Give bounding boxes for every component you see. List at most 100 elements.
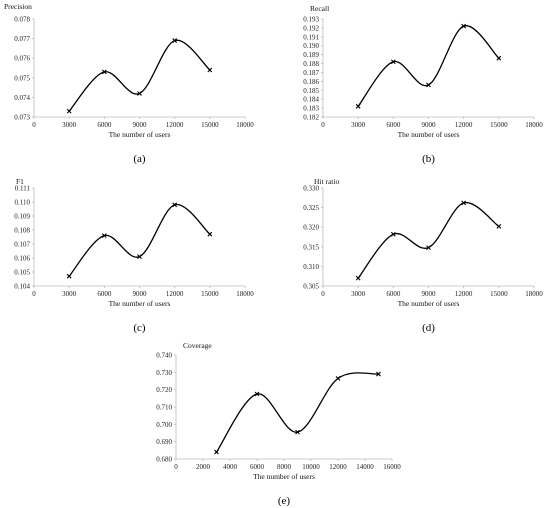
- panel-caption: (c): [133, 322, 146, 334]
- y-axis-title: Hit ratio: [314, 177, 339, 186]
- data-point-marker: [376, 371, 381, 377]
- x-tick-label: 0: [32, 121, 36, 129]
- x-axis-title: The number of users: [398, 130, 460, 139]
- series-line: [68, 204, 211, 277]
- x-tick-label: 6000: [386, 121, 401, 129]
- y-tick-label: 0.690: [156, 438, 172, 446]
- x-tick-label: 6000: [97, 290, 112, 298]
- panel-caption: (b): [422, 153, 435, 165]
- y-tick-label: 0.680: [156, 456, 172, 464]
- data-point-marker: [426, 245, 431, 250]
- x-tick-label: 0: [174, 463, 178, 471]
- y-tick-label: 0.105: [14, 269, 30, 277]
- y-tick-label: 0.710: [156, 404, 172, 412]
- data-point-marker: [137, 254, 142, 259]
- x-tick-label: 6000: [97, 121, 112, 129]
- y-tick-label: 0.192: [303, 24, 319, 32]
- x-axis-title: The number of users: [253, 472, 315, 481]
- x-axis-title: The number of users: [398, 299, 460, 308]
- x-tick-label: 0: [321, 121, 325, 129]
- series-line: [357, 25, 500, 107]
- x-tick-label: 12000: [455, 290, 473, 298]
- y-tick-label: 0.109: [14, 213, 30, 221]
- chart-panel-e: 0.680 0.690 0.700 0.710 0.720 0.730 0.740 0 2000…: [156, 341, 401, 507]
- x-tick-label: 0: [321, 290, 325, 298]
- x-tick-label: 2000: [196, 463, 211, 471]
- data-point-marker: [137, 91, 142, 96]
- y-tick-label: 0.108: [14, 227, 30, 235]
- y-tick-label: 0.315: [303, 243, 319, 251]
- y-tick-label: 0.078: [14, 16, 30, 24]
- x-tick-label: 3000: [62, 121, 77, 129]
- data-point-marker: [207, 231, 213, 237]
- y-axis-title: Recall: [310, 4, 329, 13]
- x-tick-label: 15000: [490, 290, 508, 298]
- y-axis-title: Precision: [4, 2, 32, 11]
- x-tick-label: 9000: [133, 121, 148, 129]
- x-tick-label: 18000: [236, 121, 254, 129]
- data-point-marker: [461, 200, 467, 206]
- y-tick-label: 0.310: [303, 263, 319, 271]
- data-point-marker: [66, 108, 72, 114]
- data-point-marker: [172, 202, 178, 208]
- data-point-marker: [496, 224, 502, 229]
- data-point-marker: [426, 82, 431, 88]
- y-tick-label: 0.700: [156, 421, 172, 429]
- y-tick-label: 0.075: [14, 74, 30, 82]
- x-tick-label: 12000: [329, 463, 347, 471]
- y-tick-label: 0.740: [156, 352, 172, 360]
- x-tick-label: 15000: [201, 121, 219, 129]
- y-tick-label: 0.073: [14, 114, 30, 122]
- data-point-marker: [214, 449, 219, 455]
- x-tick-label: 15000: [201, 290, 219, 298]
- y-tick-label: 0.320: [303, 224, 319, 232]
- x-tick-label: 12000: [166, 290, 184, 298]
- y-tick-label: 0.077: [14, 35, 30, 43]
- x-tick-label: 9000: [422, 121, 437, 129]
- x-tick-label: 12000: [455, 121, 473, 129]
- data-point-marker: [254, 391, 260, 397]
- y-tick-label: 0.191: [303, 33, 319, 41]
- x-tick-label: 18000: [525, 121, 543, 129]
- data-point-marker: [390, 59, 396, 65]
- y-tick-label: 0.076: [14, 55, 30, 63]
- data-point-marker: [172, 38, 178, 43]
- panel-caption: (a): [133, 153, 146, 165]
- data-point-marker: [355, 103, 361, 109]
- x-tick-label: 4000: [223, 463, 238, 471]
- panel-caption: (d): [422, 322, 435, 334]
- y-tick-label: 0.730: [156, 369, 172, 377]
- chart-panel-c: 0.104 0.105 0.106 0.107 0.108 0.109 0.110 0.111…: [14, 177, 254, 334]
- x-tick-label: 6000: [250, 463, 265, 471]
- y-tick-label: 0.187: [303, 69, 319, 77]
- x-tick-label: 16000: [383, 463, 401, 471]
- y-tick-label: 0.305: [303, 283, 319, 291]
- data-point-marker: [101, 69, 107, 75]
- y-tick-label: 0.325: [303, 204, 319, 212]
- data-point-marker: [295, 429, 300, 435]
- y-tick-label: 0.104: [14, 283, 30, 291]
- x-tick-label: 3000: [351, 290, 366, 298]
- x-tick-label: 14000: [356, 463, 374, 471]
- y-tick-label: 0.106: [14, 255, 30, 263]
- y-tick-label: 0.110: [15, 199, 31, 207]
- y-axis-title: Coverage: [183, 341, 212, 350]
- chart-panel-d: 0.305 0.310 0.315 0.320 0.325 0.330 0 3000 6000 9…: [303, 177, 543, 334]
- x-tick-label: 15000: [490, 121, 508, 129]
- x-tick-label: 9000: [133, 290, 148, 298]
- data-point-marker: [101, 233, 107, 238]
- chart-panel-a: 0.073 0.074 0.075 0.076 0.077 0.078 0 3000 6000 9…: [4, 2, 254, 165]
- data-point-marker: [66, 273, 72, 279]
- x-tick-label: 3000: [351, 121, 366, 129]
- y-tick-label: 0.193: [303, 16, 319, 24]
- data-point-marker: [496, 55, 502, 61]
- x-tick-label: 3000: [62, 290, 77, 298]
- panel-caption: (e): [278, 495, 291, 507]
- x-tick-label: 18000: [525, 290, 543, 298]
- chart-panel-b: 0.1820.1830.1840.1850.1860.1870.1880.189…: [303, 4, 543, 165]
- series-line: [68, 39, 211, 112]
- data-point-marker: [335, 376, 341, 381]
- y-tick-label: 0.330: [303, 185, 319, 193]
- x-tick-label: 6000: [386, 290, 401, 298]
